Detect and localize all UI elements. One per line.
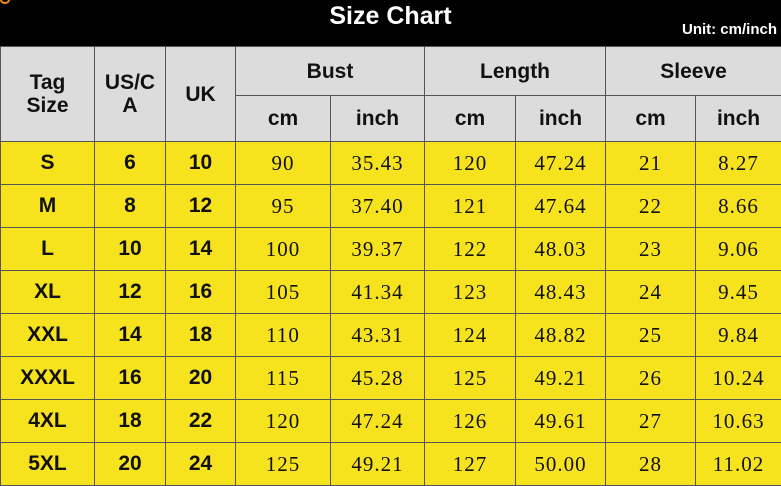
- cell-length-inch: 47.24: [516, 142, 606, 185]
- cell-bust-inch: 35.43: [331, 142, 425, 185]
- cell-bust-inch: 49.21: [331, 443, 425, 486]
- cell-us-ca: 10: [95, 228, 166, 271]
- cell-sleeve-inch: 9.45: [696, 271, 781, 314]
- cell-sleeve-inch: 10.24: [696, 357, 781, 400]
- col-length-inch: inch: [516, 96, 606, 142]
- cell-sleeve-cm: 23: [606, 228, 696, 271]
- cell-length-cm: 124: [425, 314, 516, 357]
- cell-tag-size: XXL: [1, 314, 95, 357]
- cell-length-inch: 48.82: [516, 314, 606, 357]
- cell-length-inch: 47.64: [516, 185, 606, 228]
- cell-bust-inch: 43.31: [331, 314, 425, 357]
- cell-uk: 24: [166, 443, 236, 486]
- cell-length-cm: 122: [425, 228, 516, 271]
- cell-uk: 18: [166, 314, 236, 357]
- cell-length-cm: 121: [425, 185, 516, 228]
- cell-bust-cm: 105: [236, 271, 331, 314]
- cell-length-cm: 123: [425, 271, 516, 314]
- cell-sleeve-cm: 28: [606, 443, 696, 486]
- col-sleeve-cm: cm: [606, 96, 696, 142]
- cell-length-inch: 49.21: [516, 357, 606, 400]
- cell-sleeve-cm: 25: [606, 314, 696, 357]
- cell-bust-inch: 37.40: [331, 185, 425, 228]
- cell-length-inch: 48.03: [516, 228, 606, 271]
- cell-uk: 10: [166, 142, 236, 185]
- cell-bust-inch: 45.28: [331, 357, 425, 400]
- size-table: Tag Size US/CA UK Bust Length Sleeve cm …: [0, 46, 781, 486]
- col-sleeve-inch: inch: [696, 96, 781, 142]
- cell-length-cm: 125: [425, 357, 516, 400]
- cell-tag-size: 4XL: [1, 400, 95, 443]
- cell-sleeve-inch: 9.06: [696, 228, 781, 271]
- cell-length-inch: 49.61: [516, 400, 606, 443]
- cell-length-cm: 127: [425, 443, 516, 486]
- cell-uk: 12: [166, 185, 236, 228]
- cell-bust-cm: 95: [236, 185, 331, 228]
- cell-sleeve-inch: 10.63: [696, 400, 781, 443]
- cell-sleeve-cm: 22: [606, 185, 696, 228]
- unit-label: Unit: cm/inch: [682, 21, 777, 38]
- col-sleeve: Sleeve: [606, 47, 781, 96]
- cell-tag-size: M: [1, 185, 95, 228]
- cell-sleeve-inch: 8.66: [696, 185, 781, 228]
- cell-us-ca: 18: [95, 400, 166, 443]
- cell-us-ca: 16: [95, 357, 166, 400]
- cell-tag-size: XL: [1, 271, 95, 314]
- cell-bust-inch: 39.37: [331, 228, 425, 271]
- cell-bust-cm: 125: [236, 443, 331, 486]
- cell-us-ca: 6: [95, 142, 166, 185]
- col-uk: UK: [166, 47, 236, 142]
- cell-sleeve-cm: 21: [606, 142, 696, 185]
- col-tag-size: Tag Size: [1, 47, 95, 142]
- title-bar: Size Chart Unit: cm/inch: [0, 0, 781, 46]
- col-bust-cm: cm: [236, 96, 331, 142]
- cell-tag-size: XXXL: [1, 357, 95, 400]
- cell-length-inch: 50.00: [516, 443, 606, 486]
- cell-us-ca: 14: [95, 314, 166, 357]
- cell-tag-size: 5XL: [1, 443, 95, 486]
- cell-tag-size: L: [1, 228, 95, 271]
- chart-title: Size Chart: [0, 2, 781, 31]
- cell-bust-inch: 47.24: [331, 400, 425, 443]
- col-us-ca: US/CA: [95, 47, 166, 142]
- cell-us-ca: 20: [95, 443, 166, 486]
- cell-uk: 14: [166, 228, 236, 271]
- cell-length-inch: 48.43: [516, 271, 606, 314]
- cell-uk: 22: [166, 400, 236, 443]
- cell-bust-cm: 100: [236, 228, 331, 271]
- cell-sleeve-inch: 8.27: [696, 142, 781, 185]
- cell-length-cm: 120: [425, 142, 516, 185]
- cell-us-ca: 12: [95, 271, 166, 314]
- col-length-cm: cm: [425, 96, 516, 142]
- cell-bust-cm: 115: [236, 357, 331, 400]
- cell-sleeve-cm: 26: [606, 357, 696, 400]
- cell-uk: 20: [166, 357, 236, 400]
- col-bust: Bust: [236, 47, 425, 96]
- col-length: Length: [425, 47, 606, 96]
- cell-bust-inch: 41.34: [331, 271, 425, 314]
- cell-uk: 16: [166, 271, 236, 314]
- cell-bust-cm: 120: [236, 400, 331, 443]
- cell-bust-cm: 90: [236, 142, 331, 185]
- cell-sleeve-inch: 11.02: [696, 443, 781, 486]
- cell-sleeve-cm: 24: [606, 271, 696, 314]
- cell-length-cm: 126: [425, 400, 516, 443]
- cell-bust-cm: 110: [236, 314, 331, 357]
- col-bust-inch: inch: [331, 96, 425, 142]
- cell-us-ca: 8: [95, 185, 166, 228]
- cell-sleeve-cm: 27: [606, 400, 696, 443]
- cell-sleeve-inch: 9.84: [696, 314, 781, 357]
- cell-tag-size: S: [1, 142, 95, 185]
